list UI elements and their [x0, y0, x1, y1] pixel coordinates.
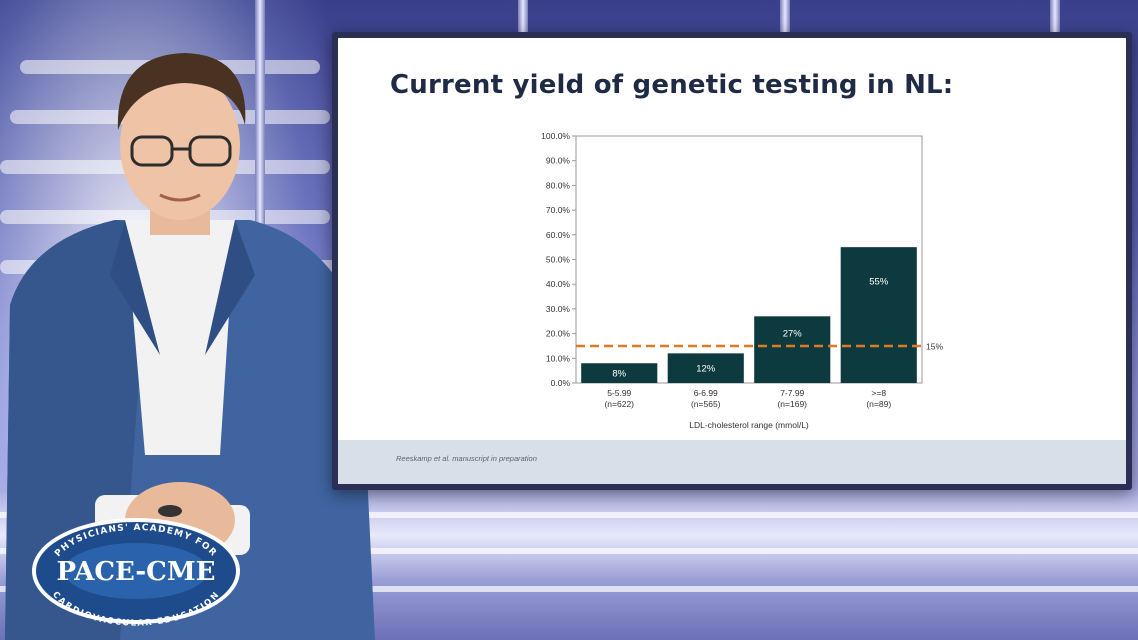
bar-data-label: 8%: [612, 369, 626, 380]
footnote-citation: Reeskamp et al. manuscript in preparatio…: [396, 454, 537, 463]
y-tick-label: 90.0%: [546, 156, 571, 166]
y-tick-label: 100.0%: [541, 131, 570, 141]
presentation-screen: Current yield of genetic testing in NL: …: [332, 32, 1132, 490]
reference-line-label: 15%: [926, 341, 943, 351]
y-tick-label: 40.0%: [546, 279, 571, 289]
x-tick-sublabel: (n=169): [777, 399, 807, 409]
y-tick-label: 20.0%: [546, 329, 571, 339]
y-tick-label: 10.0%: [546, 353, 571, 363]
bar-chart: 0.0% 10.0% 20.0% 30.0% 40.0% 50.0% 60.0% 70.0% 8…: [541, 131, 943, 430]
y-tick-label: 70.0%: [546, 205, 571, 215]
slide-footer: Reeskamp et al. manuscript in preparatio…: [338, 440, 1126, 484]
bar-3: [754, 316, 831, 383]
y-tick-label: 0.0%: [551, 378, 571, 388]
bar-2: [667, 353, 744, 383]
y-tick-label: 60.0%: [546, 230, 571, 240]
logo-name: PACE-CME: [57, 557, 216, 587]
slide-title: Current yield of genetic testing in NL:: [390, 70, 954, 100]
bar-data-label: 12%: [696, 364, 716, 375]
x-tick-sublabel: (n=565): [691, 399, 721, 409]
y-tick-label: 50.0%: [546, 255, 571, 265]
bar-4: [840, 247, 917, 383]
x-tick-label: 7-7.99: [780, 388, 804, 398]
x-axis-title: LDL-cholesterol range (mmol/L): [689, 420, 809, 430]
pace-cme-logo: PHYSICIANS' ACADEMY FOR PACE-CME CARDIOV…: [32, 518, 240, 626]
y-tick-label: 80.0%: [546, 180, 571, 190]
bar-1: [581, 363, 658, 383]
x-tick-sublabel: (n=89): [866, 399, 891, 409]
bar-data-label: 27%: [783, 328, 803, 339]
slide: Current yield of genetic testing in NL: …: [338, 38, 1126, 484]
x-tick-label: 6-6.99: [694, 388, 718, 398]
y-tick-label: 30.0%: [546, 304, 571, 314]
bar-data-label: 55%: [869, 277, 889, 288]
x-tick-label: 5-5.99: [607, 388, 631, 398]
x-tick-label: >=8: [871, 388, 886, 398]
x-tick-sublabel: (n=622): [604, 399, 634, 409]
